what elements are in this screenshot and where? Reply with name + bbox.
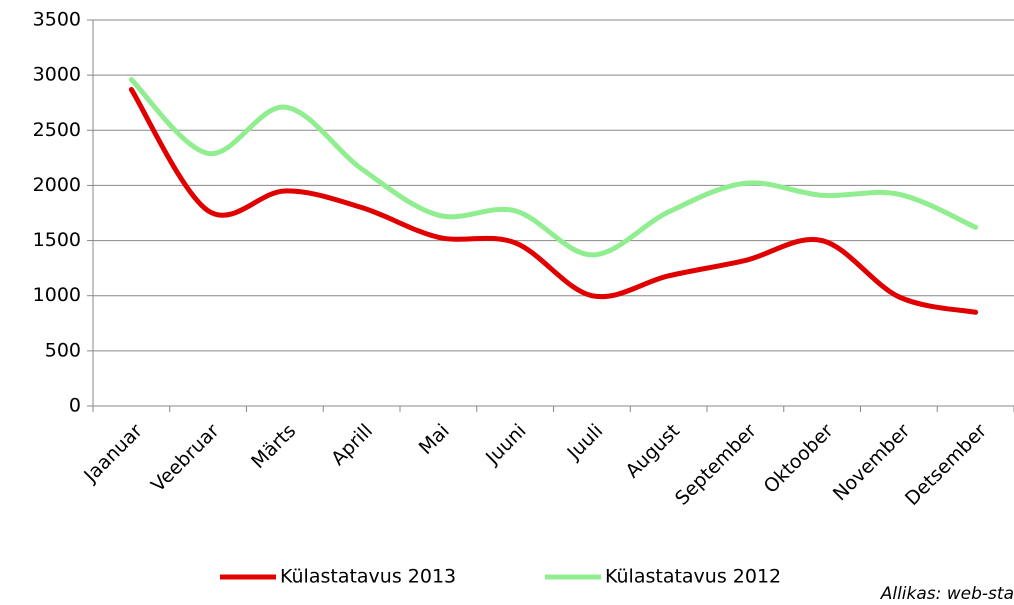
y-tick-label: 3500: [33, 9, 81, 31]
source-note: Allikas: web-sta: [880, 584, 1014, 604]
y-tick-label: 1000: [33, 284, 81, 306]
x-tick-label: Juuni: [481, 420, 531, 470]
y-tick-label: 3000: [33, 64, 81, 86]
x-tick-label: Jaanuar: [79, 420, 147, 488]
x-tick-label: Veebruar: [147, 420, 224, 497]
x-tick-label: Oktoober: [760, 420, 838, 498]
x-tick-label: Mai: [415, 420, 454, 459]
x-tick-label: Aprill: [327, 420, 377, 470]
x-tick-label: Juuli: [563, 420, 608, 465]
y-tick-label: 0: [69, 395, 81, 417]
legend-label: Külastatavus 2012: [605, 566, 781, 588]
y-tick-label: 2000: [33, 174, 81, 196]
x-tick-label: August: [621, 420, 684, 483]
x-tick-label: Detsember: [901, 420, 991, 510]
x-tick-label: Märts: [247, 420, 300, 473]
y-tick-label: 1500: [33, 229, 81, 251]
line-series: [128, 86, 979, 315]
legend-label: Külastatavus 2013: [280, 566, 456, 588]
y-tick-label: 2500: [33, 119, 81, 141]
line-series: [128, 77, 979, 258]
x-tick-label: September: [671, 420, 761, 510]
y-tick-label: 500: [45, 339, 81, 361]
